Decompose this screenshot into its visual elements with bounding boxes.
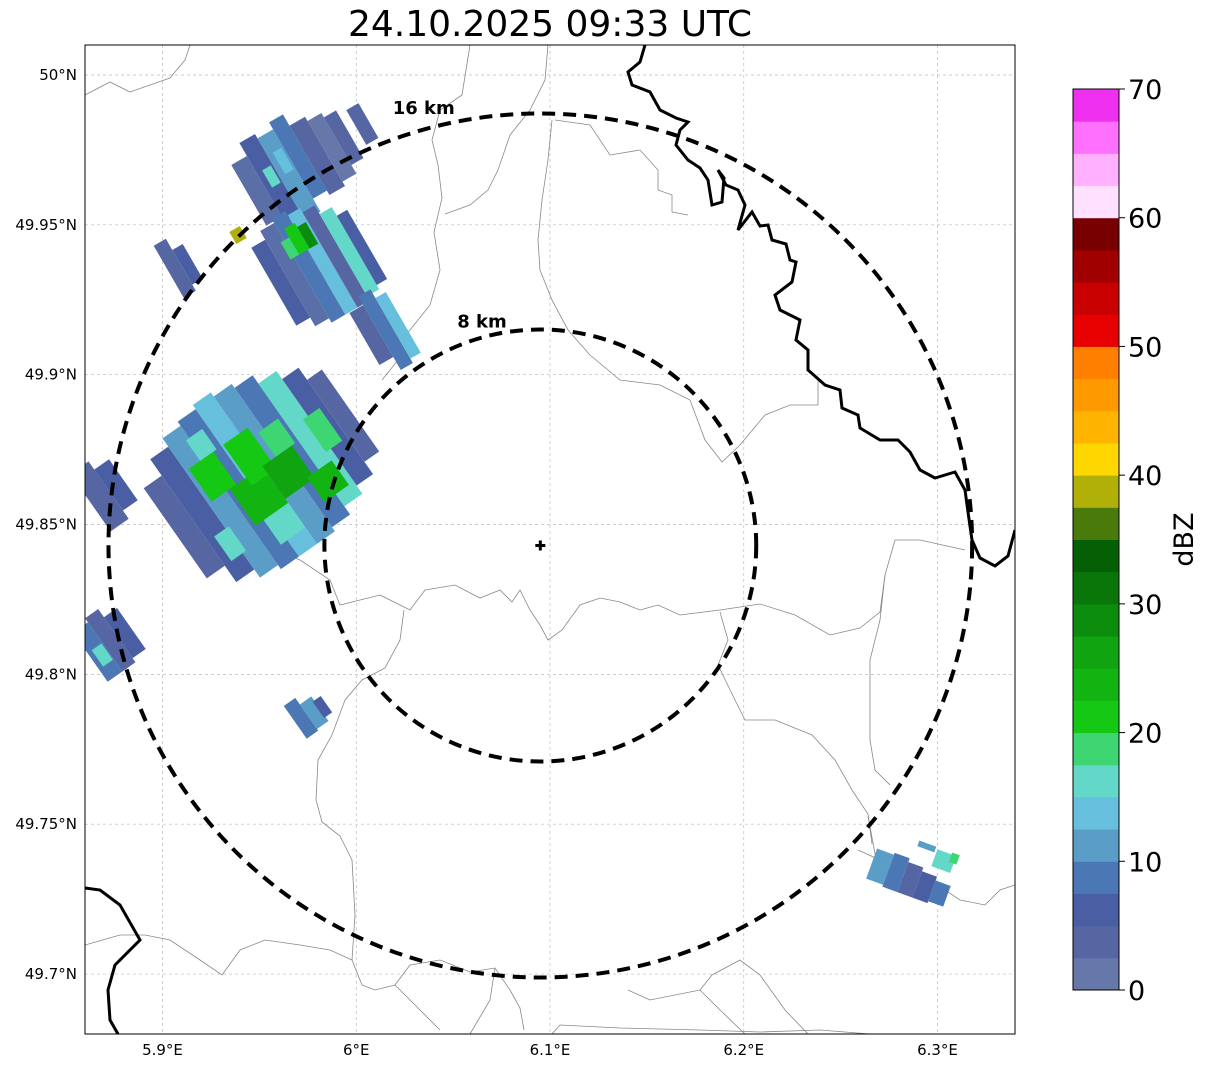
colorbar-swatch [1073, 700, 1119, 734]
lon-tick-label: 5.9°E [142, 1041, 183, 1059]
colorbar-swatch [1073, 539, 1119, 573]
colorbar-swatch [1073, 314, 1119, 347]
colorbar-tick-label: 60 [1128, 204, 1162, 235]
colorbar-tick-label: 20 [1128, 719, 1162, 750]
gridlines [85, 45, 1015, 1034]
range-ring-label: 8 km [457, 312, 507, 333]
lat-tick-label: 49.85°N [15, 516, 77, 534]
colorbar-tick-label: 70 [1128, 75, 1162, 106]
colorbar-swatch [1073, 796, 1119, 830]
colorbar-swatch [1073, 185, 1119, 219]
colorbar-tick-label: 40 [1128, 461, 1162, 492]
radar-site-marker [535, 540, 546, 551]
colorbar-swatch [1073, 507, 1119, 540]
range-ring [322, 327, 759, 764]
colorbar-swatch [1073, 410, 1119, 444]
colorbar-label: dBZ [1169, 512, 1200, 566]
lat-tick-label: 49.9°N [25, 366, 77, 384]
municipal-borders [85, 45, 1015, 1034]
colorbar-swatch [1073, 153, 1119, 187]
lat-tick-label: 49.95°N [15, 216, 77, 234]
lon-tick-label: 6.2°E [723, 1041, 764, 1059]
colorbar-swatch [1073, 282, 1119, 315]
colorbar-swatch [1073, 475, 1119, 508]
colorbar-swatch [1073, 925, 1119, 959]
colorbar-swatch [1073, 668, 1119, 701]
colorbar-swatch [1073, 893, 1119, 927]
axis-tick-labels: 5.9°E 6°E 6.1°E 6.2°E 6.3°E 50°N 49.95°N 49.9°N… [15, 66, 958, 1059]
colorbar-tick-label: 0 [1128, 976, 1145, 1007]
colorbar-swatch [1073, 378, 1119, 412]
colorbar-frame [1072, 88, 1120, 991]
lon-tick-label: 6.3°E [917, 1041, 958, 1059]
colorbar-swatch [1073, 571, 1119, 605]
colorbar-swatch [1073, 732, 1119, 766]
colorbar-tick-label: 50 [1128, 332, 1162, 363]
colorbar-swatch [1073, 764, 1119, 798]
colorbar-swatch [1073, 442, 1119, 476]
colorbar-swatch [1073, 861, 1119, 894]
map-title: 24.10.2025 09:33 UTC [347, 4, 753, 45]
range-rings: 8 km 16 km [106, 98, 975, 980]
echo-cell-southeast [866, 840, 960, 907]
echo-cell-west [143, 367, 380, 583]
colorbar-tick-label: 10 [1128, 847, 1162, 878]
colorbar: 0 10 20 30 40 50 60 70 dBZ [1072, 75, 1200, 1007]
national-border [85, 45, 1015, 1034]
colorbar-swatch [1073, 217, 1119, 251]
colorbar-tick-label: 30 [1128, 590, 1162, 621]
colorbar-swatch [1073, 636, 1119, 669]
lon-tick-label: 6°E [343, 1041, 370, 1059]
lat-tick-label: 49.75°N [15, 815, 77, 833]
map-frame [84, 44, 1016, 1035]
colorbar-swatch [1073, 346, 1119, 380]
colorbar-swatch [1073, 829, 1119, 862]
lat-tick-label: 49.7°N [25, 965, 77, 983]
colorbar-swatch [1073, 89, 1119, 122]
range-ring [106, 111, 975, 980]
lon-tick-label: 6.1°E [530, 1041, 571, 1059]
colorbar-swatch [1073, 121, 1119, 154]
colorbar-swatch [1073, 603, 1119, 637]
echo-streak-north [153, 103, 421, 370]
colorbar-swatch [1073, 957, 1119, 991]
colorbar-swatch [1073, 249, 1119, 283]
lat-tick-label: 49.8°N [25, 665, 77, 683]
range-ring-label: 16 km [393, 98, 455, 119]
lat-tick-label: 50°N [39, 66, 77, 84]
